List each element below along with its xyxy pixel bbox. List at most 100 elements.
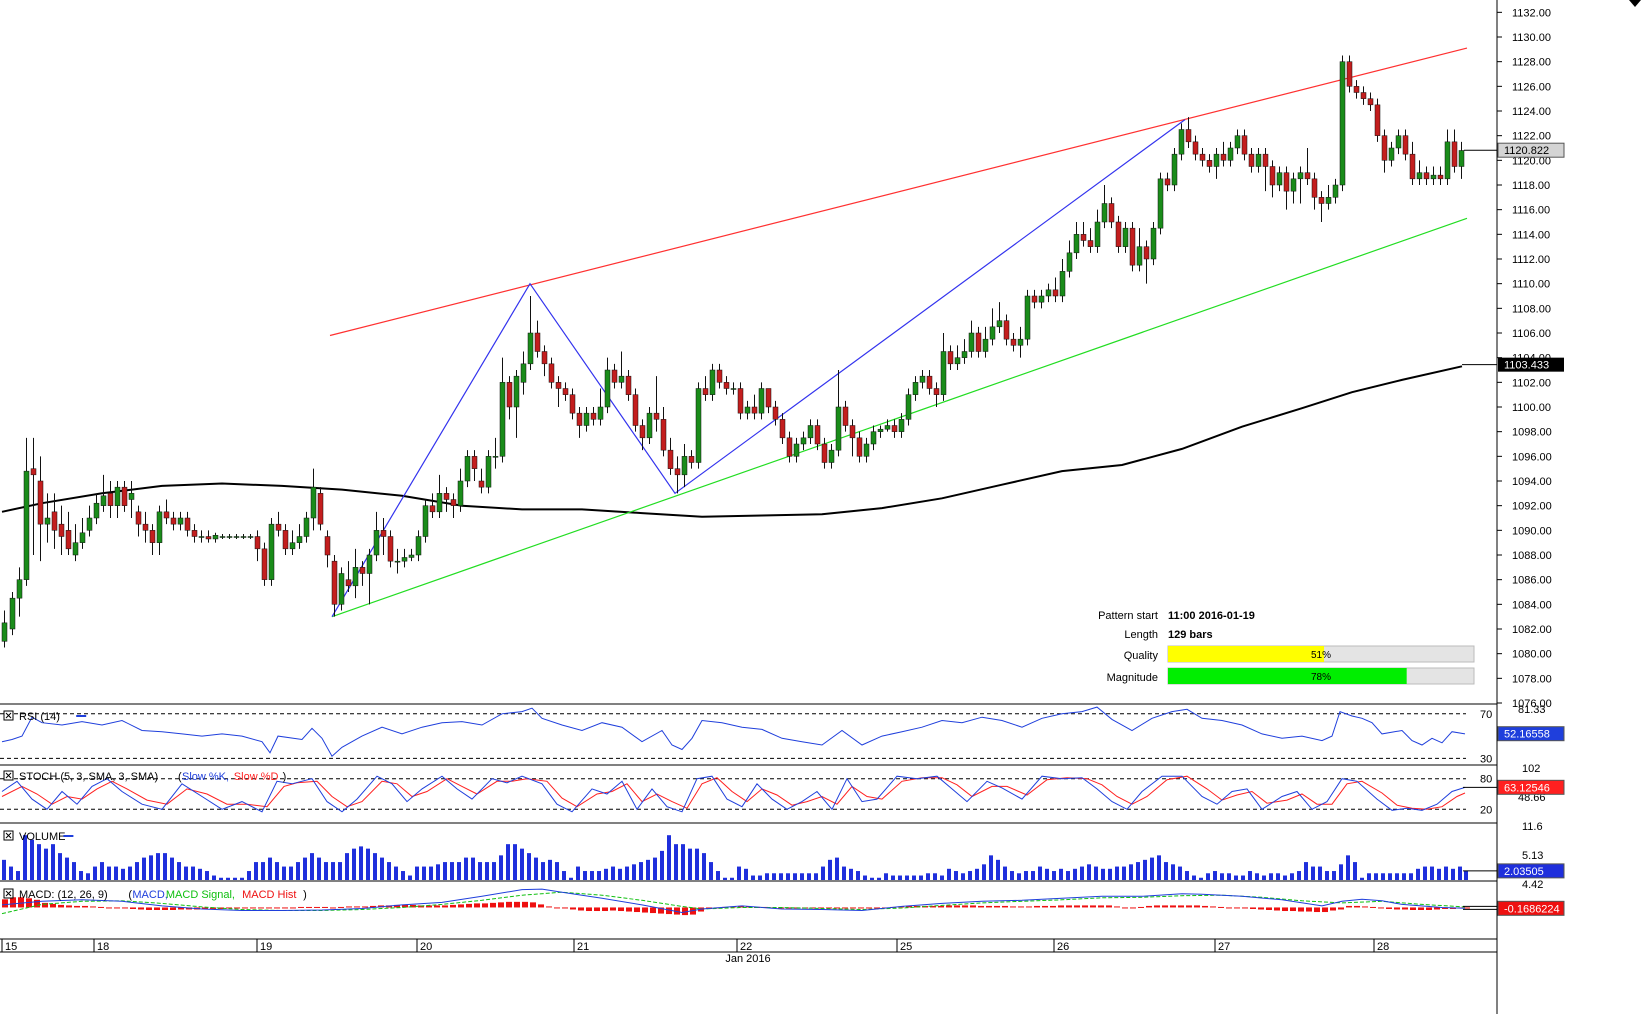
candle-body	[919, 375, 926, 383]
volume-bar	[1290, 873, 1294, 880]
candle	[289, 530, 296, 555]
candle	[1367, 92, 1374, 111]
price-axis-tick-label: 1132.00	[1512, 7, 1551, 19]
macd-header: MACD: (12, 26, 9) (MACD,MACD Signal, MACD …	[3, 888, 307, 901]
candle	[800, 431, 807, 451]
legend-entry: MACD Hist	[242, 889, 296, 901]
volume-bar	[905, 875, 909, 880]
volume-bar	[331, 862, 335, 880]
candle-body	[352, 567, 359, 587]
candle-body	[604, 369, 611, 408]
legend-entry: MACD,	[132, 889, 167, 901]
candle	[37, 456, 44, 562]
macd-hist-bar	[1234, 907, 1240, 909]
candle	[1122, 222, 1129, 253]
volume-bar	[219, 877, 223, 880]
ma-price-tag: 1103.433	[1498, 357, 1564, 372]
candle	[849, 419, 856, 457]
volume-bar	[79, 871, 83, 880]
candle-body	[1416, 172, 1423, 180]
macd-hist-bar	[18, 897, 24, 908]
macd-hist-bar	[954, 905, 960, 908]
macd-hist-bar	[98, 906, 104, 908]
volume-bar	[233, 877, 237, 880]
candle-body	[534, 332, 541, 352]
volume-bar	[191, 866, 195, 880]
candle	[1416, 160, 1423, 185]
macd-hist-bar	[210, 907, 216, 909]
candle-body	[996, 320, 1003, 328]
candle	[198, 530, 205, 543]
candle-body	[1017, 338, 1024, 346]
macd-hist-bar	[1442, 907, 1448, 909]
candle	[1346, 55, 1353, 93]
candle	[702, 376, 709, 401]
volume-bar	[1094, 866, 1098, 880]
candle-body	[723, 382, 730, 389]
volume-bar	[1150, 857, 1154, 880]
volume-bar	[1087, 864, 1091, 880]
candle-body	[1178, 129, 1185, 155]
candle	[919, 370, 926, 389]
candle-body	[142, 523, 149, 531]
macd-hist-bar	[410, 904, 416, 908]
volume-bar	[821, 866, 825, 880]
macd-hist-bar	[826, 907, 832, 909]
candle-body	[751, 406, 758, 414]
candle	[1101, 185, 1108, 229]
volume-bar	[716, 871, 720, 880]
volume-bar	[1255, 873, 1259, 880]
candle	[415, 530, 422, 562]
volume-bar	[198, 868, 202, 880]
ma-price-tag-box	[1498, 357, 1564, 372]
candle	[205, 530, 212, 543]
candle-body	[1199, 153, 1206, 161]
candle	[877, 425, 884, 438]
candle	[604, 357, 611, 414]
candle-body	[219, 536, 226, 538]
macd-hist-bar	[1026, 906, 1032, 908]
volume-bar	[541, 862, 545, 880]
macd-hist-bar	[1010, 906, 1016, 908]
candle-body	[450, 499, 457, 506]
candle-body	[1430, 174, 1437, 180]
candle-body	[912, 382, 919, 395]
macd-hist-bar	[1122, 907, 1128, 909]
candle	[275, 511, 282, 537]
candle-body	[170, 517, 177, 525]
x-axis-tick-label: 27	[1218, 941, 1230, 953]
volume-bar	[975, 868, 979, 880]
volume-bar	[779, 873, 783, 880]
candle-body	[464, 456, 471, 482]
candle-body	[1003, 320, 1010, 340]
volume-bar	[65, 857, 69, 880]
candle-body	[849, 425, 856, 439]
volume-bar	[1451, 868, 1455, 880]
candle-body	[793, 443, 800, 457]
price-axis-tick-label: 1128.00	[1512, 57, 1551, 69]
volume-bar	[93, 866, 97, 880]
candle	[926, 370, 933, 395]
volume-bar	[639, 862, 643, 880]
candle	[1164, 172, 1171, 192]
candle-body	[898, 419, 905, 432]
candle	[688, 450, 695, 469]
volume-bar	[1031, 871, 1035, 880]
panel-title: MACD: (12, 26, 9)	[19, 889, 108, 901]
candle	[1262, 148, 1269, 192]
candle-body	[765, 388, 772, 408]
candle-body	[1164, 178, 1171, 186]
collapse-triangle-icon[interactable]	[1629, 0, 1641, 7]
price-axis-tick-label: 1100.00	[1512, 402, 1551, 414]
candle-body	[1388, 147, 1395, 161]
price-axis-tick-label: 1094.00	[1512, 476, 1552, 488]
current-price-tag-box	[1497, 142, 1565, 158]
candle	[1283, 166, 1290, 210]
candle-body	[807, 425, 814, 439]
candle-body	[1213, 153, 1220, 167]
candle	[1353, 80, 1360, 99]
candle	[527, 296, 534, 370]
macd-hist-bar	[498, 902, 504, 908]
macd-hist-bar	[274, 907, 280, 909]
